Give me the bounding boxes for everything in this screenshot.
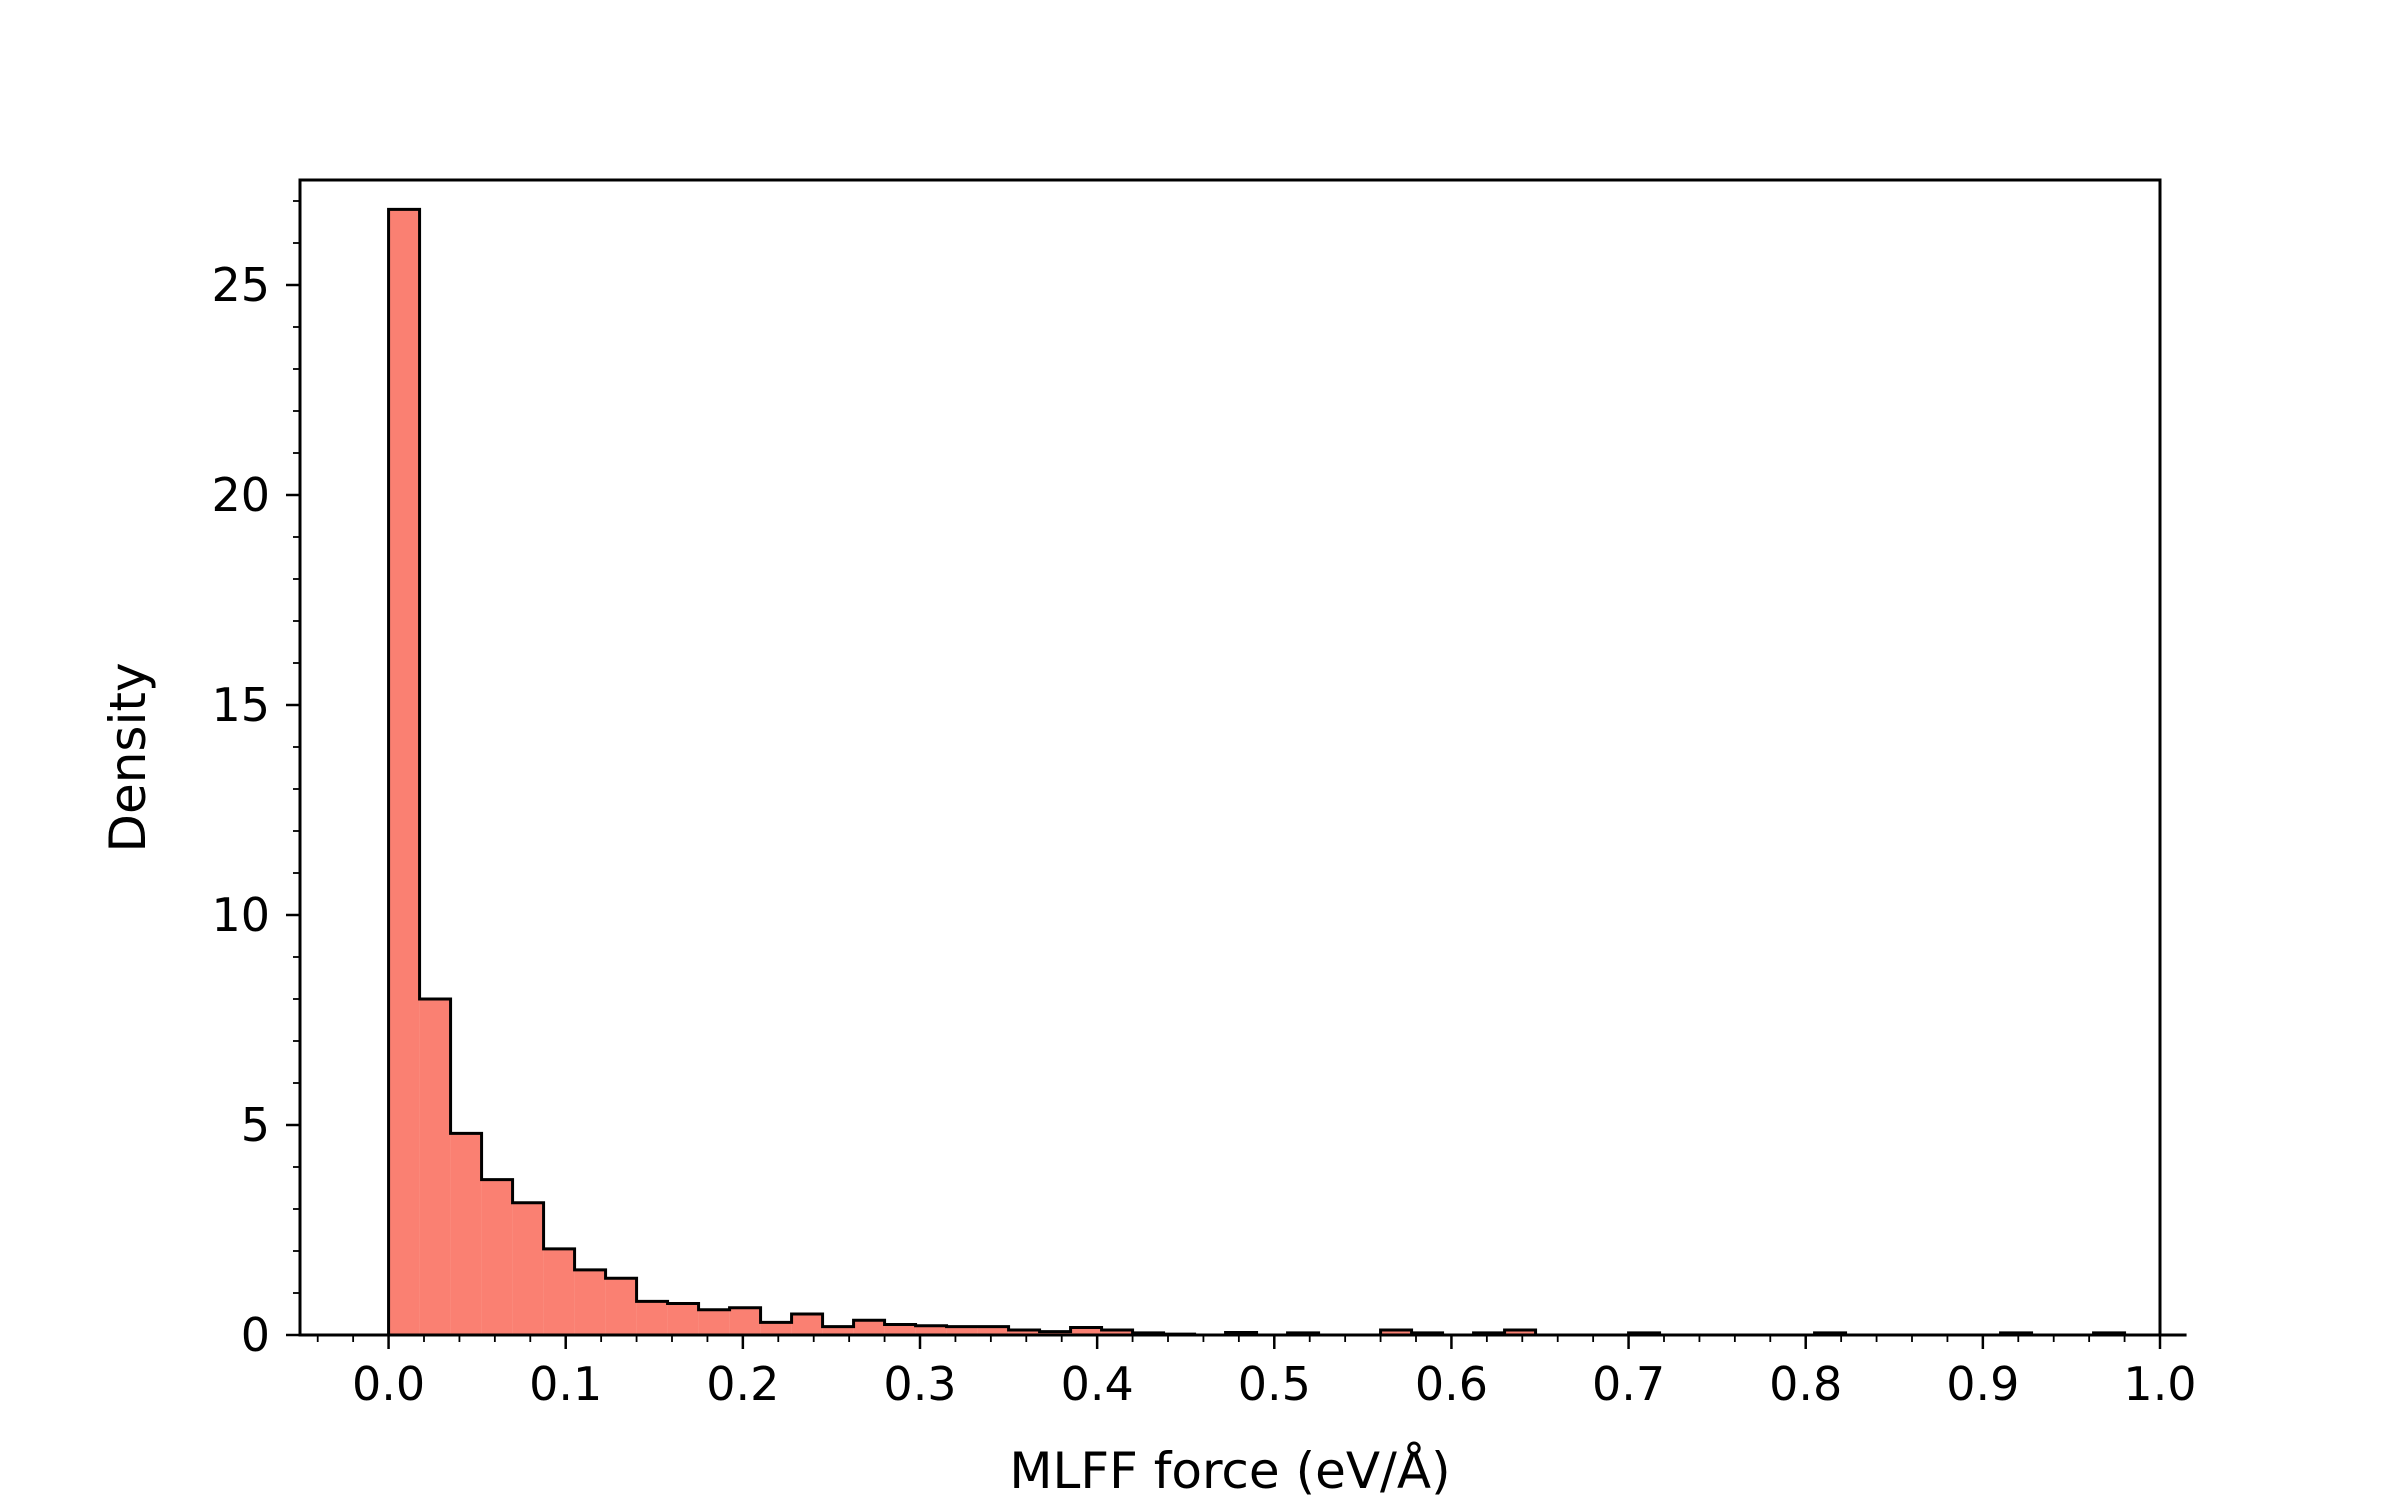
histogram-bar xyxy=(574,1269,606,1335)
x-tick-label: 0.5 xyxy=(1238,1357,1311,1411)
histogram-bar xyxy=(729,1307,761,1335)
histogram-bar xyxy=(388,209,420,1335)
x-tick-label: 0.6 xyxy=(1415,1357,1488,1411)
y-tick-label: 25 xyxy=(211,258,270,312)
histogram-bar xyxy=(1008,1329,1040,1335)
y-tick-label: 5 xyxy=(241,1098,270,1152)
plot-frame xyxy=(298,178,2162,1337)
histogram-bar xyxy=(667,1303,699,1335)
histogram-bar xyxy=(636,1301,668,1335)
histogram-bar xyxy=(1070,1327,1102,1335)
histogram-bar xyxy=(853,1320,885,1335)
x-tick-label: 0.9 xyxy=(1946,1357,2019,1411)
histogram-bar xyxy=(512,1202,544,1335)
histogram-bar xyxy=(481,1179,513,1335)
y-axis: 0 5 10 15 20 25 xyxy=(211,200,300,1362)
histogram-bar xyxy=(760,1322,792,1335)
x-tick-label: 0.1 xyxy=(529,1357,602,1411)
x-tick-label: 1.0 xyxy=(2123,1357,2196,1411)
histogram-bar xyxy=(884,1324,916,1335)
histogram-bar xyxy=(698,1309,730,1335)
histogram-bar xyxy=(605,1278,637,1335)
histogram-outline xyxy=(387,207,2187,1337)
histogram-bar xyxy=(822,1326,854,1335)
histogram-bars xyxy=(388,209,2125,1335)
x-tick-label: 0.4 xyxy=(1061,1357,1134,1411)
x-tick-label: 0.3 xyxy=(883,1357,956,1411)
histogram-bar xyxy=(915,1325,947,1335)
x-tick-label: 0.0 xyxy=(352,1357,425,1411)
x-axis: 0.0 0.1 0.2 0.3 0.4 0.5 0.6 0.7 0.8 0.9 1.0 xyxy=(316,1335,2197,1411)
histogram-bar xyxy=(1504,1329,1536,1335)
histogram-bar xyxy=(791,1314,823,1335)
histogram-bar xyxy=(450,1133,482,1335)
y-tick-label: 15 xyxy=(211,678,270,732)
histogram-bar xyxy=(946,1326,978,1335)
y-tick-label: 20 xyxy=(211,468,270,522)
y-tick-label: 10 xyxy=(211,888,270,942)
histogram-bar xyxy=(1380,1329,1412,1335)
x-tick-label: 0.2 xyxy=(706,1357,779,1411)
x-axis-label: MLFF force (eV/Å) xyxy=(1009,1442,1450,1500)
x-tick-label: 0.8 xyxy=(1769,1357,1842,1411)
x-tick-label: 0.7 xyxy=(1592,1357,1665,1411)
histogram-bar xyxy=(1039,1331,1071,1335)
histogram-bar xyxy=(1101,1329,1133,1335)
y-axis-label: Density xyxy=(99,662,157,852)
histogram-bar xyxy=(419,999,451,1335)
histogram-bar xyxy=(543,1248,575,1335)
histogram-bar xyxy=(977,1326,1009,1335)
y-tick-label: 0 xyxy=(241,1308,270,1362)
